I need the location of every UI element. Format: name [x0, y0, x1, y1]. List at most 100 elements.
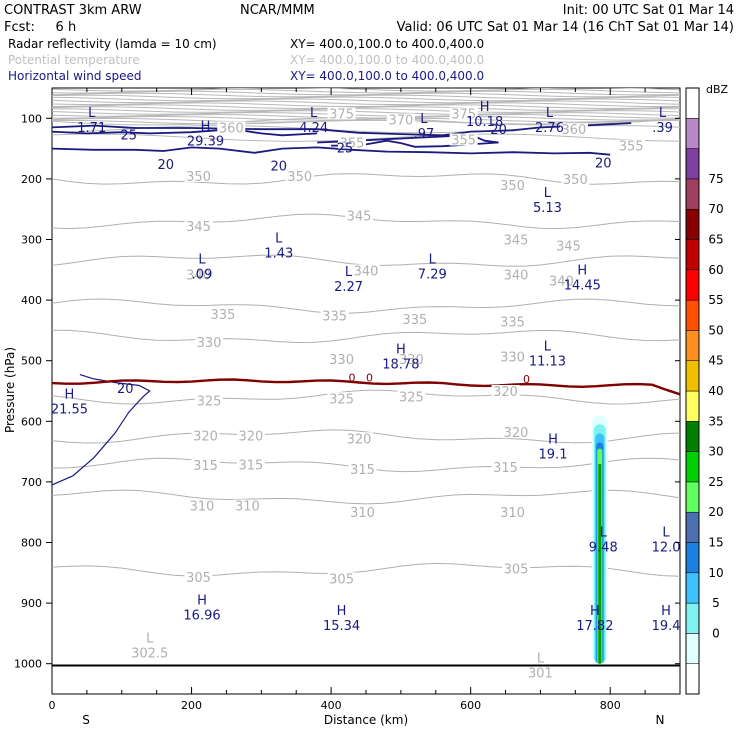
theta-label-bg: [498, 315, 527, 328]
wind-contour: [52, 122, 632, 137]
colorbar-label: 70: [708, 202, 723, 216]
theta-label-bg: [498, 179, 527, 191]
theta-label-bg: [491, 460, 520, 473]
theta-label: 315: [238, 458, 263, 473]
colorbar-swatch: [685, 390, 700, 422]
field-xy: XY= 400.0,100.0 to 400.0,400.0: [290, 37, 484, 51]
extremum-symbol: L: [275, 232, 283, 247]
extremum-value: .39: [652, 121, 673, 136]
extremum-symbol: L: [537, 651, 545, 666]
freezing-level-label: 0: [366, 372, 373, 385]
theta-label: 335: [500, 315, 525, 330]
x-axis-south: S: [82, 713, 90, 727]
extremum-value: 4.24: [299, 121, 328, 136]
field-xy: XY= 400.0,100.0 to 400.0,400.0: [290, 53, 484, 67]
extremum-symbol: L: [546, 106, 554, 121]
y-tick-label: 300: [21, 234, 42, 247]
y-tick-label: 600: [21, 415, 42, 428]
wind-label: 20: [595, 157, 612, 172]
extremum-value: 17.82: [576, 619, 613, 634]
extremum-value: 2.76: [535, 121, 564, 136]
theta-label-bg: [327, 107, 356, 120]
theta-label: 330: [399, 353, 424, 368]
freezing-level-label: 0: [523, 373, 530, 386]
extremum-symbol: L: [544, 339, 552, 354]
theta-label-bg: [617, 139, 646, 152]
x-tick-label: 0: [49, 699, 56, 712]
wind-label: 20: [271, 160, 288, 175]
extremum-symbol: H: [577, 264, 587, 279]
colorbar-label: 35: [708, 414, 723, 428]
extremum-value: .09: [192, 268, 213, 283]
y-tick-label: 1000: [14, 658, 42, 671]
theta-label: 340: [549, 275, 574, 290]
theta-label: 345: [347, 209, 372, 224]
theta-label: 310: [190, 500, 215, 515]
wind-contour: [317, 133, 499, 148]
field-name: Potential temperature: [8, 53, 140, 67]
theta-label-bg: [348, 463, 377, 476]
x-axis-north: N: [656, 713, 665, 727]
theta-label-bg: [236, 458, 265, 471]
extremum-symbol: L: [600, 525, 608, 540]
freezing-level-line: [52, 378, 680, 396]
theta-label-bg: [502, 562, 530, 575]
header-model: CONTRAST 3km ARW: [4, 3, 142, 18]
theta-label-bg: [327, 352, 356, 365]
x-tick-label: 200: [181, 699, 202, 712]
extremum-value: 302.5: [131, 646, 168, 661]
theta-contour-upper: [52, 119, 680, 125]
colorbar-label: 75: [708, 172, 723, 186]
extremum-symbol: H: [197, 593, 207, 608]
theta-label-bg: [449, 107, 478, 120]
theta-label-bg: [498, 506, 527, 519]
colorbar-swatch: [685, 511, 700, 543]
extremum-symbol: H: [201, 119, 211, 134]
theta-label: 335: [402, 313, 427, 328]
theta-label: 355: [451, 134, 476, 149]
extremum-value: 5.13: [533, 201, 562, 216]
y-tick-label: 900: [21, 597, 42, 610]
theta-label-bg: [217, 121, 246, 134]
theta-contour-upper: [52, 106, 680, 111]
colorbar-swatch: [685, 633, 700, 664]
theta-contour-upper: [52, 102, 680, 108]
extremum-symbol: H: [661, 604, 671, 619]
theta-label-bg: [449, 133, 478, 146]
y-tick-label: 800: [21, 537, 42, 550]
colorbar-swatch: [685, 208, 700, 240]
theta-label: 355: [340, 137, 365, 152]
colorbar-swatch: [685, 572, 700, 604]
theta-label: 315: [193, 459, 218, 474]
theta-label: 360: [219, 121, 244, 136]
extremum-value: 19.1: [539, 448, 568, 463]
reflectivity-cell: [598, 463, 602, 664]
theta-label: 305: [504, 563, 529, 578]
theta-label: 340: [354, 264, 379, 279]
extremum-value: 16.96: [183, 608, 220, 623]
theta-label-bg: [400, 312, 429, 325]
extremum-value: 11.13: [529, 354, 566, 369]
extremum-symbol: L: [345, 265, 353, 280]
extremum-symbol: L: [198, 253, 206, 268]
y-axis-label: Pressure (hPa): [3, 347, 17, 433]
colorbar-label: 50: [708, 323, 723, 337]
x-tick-label: 400: [321, 699, 342, 712]
extremum-symbol: L: [659, 106, 667, 121]
colorbar-swatch: [685, 87, 700, 119]
theta-label: 320: [347, 432, 372, 447]
theta-label: 355: [619, 140, 644, 155]
field-name: Radar reflectivity (lamda = 10 cm): [8, 37, 217, 51]
theta-label-bg: [236, 429, 265, 442]
colorbar-frame: [685, 87, 700, 695]
colorbar-label: 55: [708, 293, 723, 307]
extremum-value: 10.18: [466, 115, 503, 130]
theta-contour-330: [52, 329, 680, 344]
colorbar-swatch: [685, 360, 700, 392]
x-tick-label: 800: [600, 699, 621, 712]
extremum-value: 1.71: [77, 121, 106, 136]
theta-label-bg: [348, 506, 377, 519]
plot-frame: [51, 87, 681, 695]
